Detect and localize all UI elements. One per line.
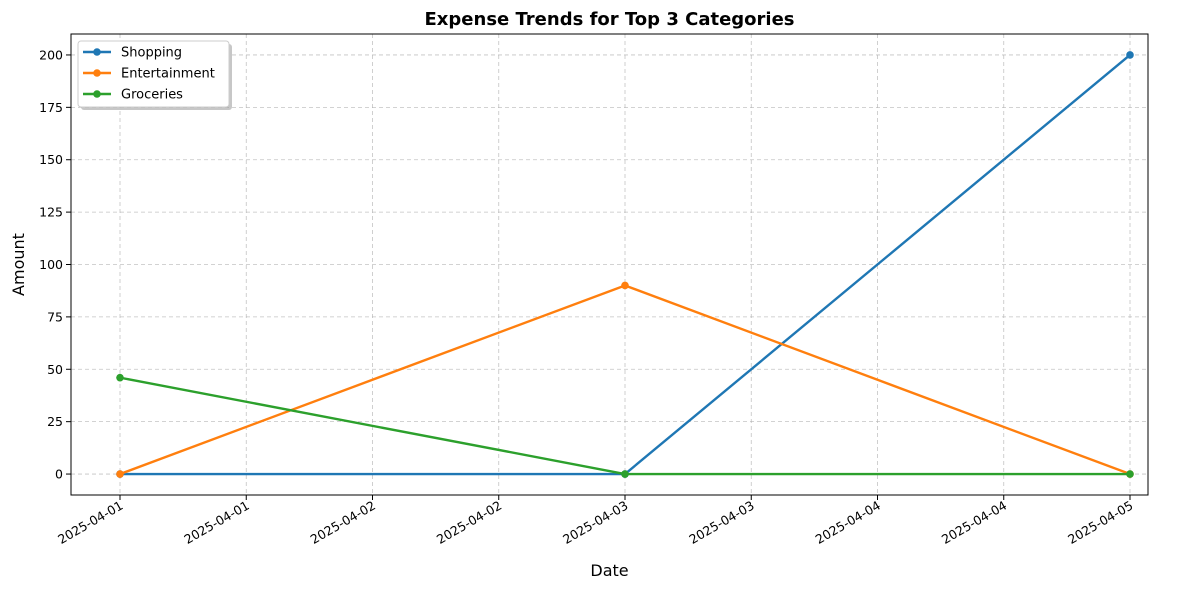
y-tick-label: 175 bbox=[39, 100, 63, 115]
data-point-shopping bbox=[1126, 51, 1134, 59]
series-lines bbox=[116, 51, 1134, 478]
x-tick-label: 2025-04-02 bbox=[434, 498, 504, 547]
data-point-entertainment bbox=[621, 281, 629, 290]
data-point-entertainment bbox=[116, 470, 124, 478]
x-tick-label: 2025-04-05 bbox=[1065, 498, 1135, 547]
y-tick-label: 200 bbox=[39, 47, 63, 62]
y-tick-label: 125 bbox=[39, 205, 63, 220]
x-tick-label: 2025-04-02 bbox=[308, 498, 378, 547]
legend-label-groceries: Groceries bbox=[121, 88, 183, 103]
legend-box bbox=[77, 40, 230, 108]
x-tick-label: 2025-04-04 bbox=[813, 498, 883, 547]
x-tick-label: 2025-04-01 bbox=[181, 498, 251, 547]
y-tick-label: 25 bbox=[47, 414, 63, 429]
legend-item-shopping: Shopping bbox=[83, 46, 182, 61]
legend-marker-entertainment bbox=[93, 69, 101, 77]
data-point-groceries bbox=[1126, 470, 1134, 478]
legend-label-shopping: Shopping bbox=[121, 46, 182, 61]
y-tick-label: 50 bbox=[47, 362, 63, 377]
y-axis-ticks: 0 25 50 75 100 125 150 175 200 bbox=[39, 47, 71, 482]
x-axis-title: Date bbox=[590, 561, 628, 580]
chart-title: Expense Trends for Top 3 Categories bbox=[425, 9, 795, 30]
x-tick-label: 2025-04-03 bbox=[686, 498, 756, 547]
grid bbox=[71, 34, 1148, 495]
x-tick-label: 2025-04-01 bbox=[55, 498, 125, 547]
y-tick-label: 0 bbox=[55, 467, 63, 482]
x-axis-ticks: 2025-04-01 2025-04-01 2025-04-02 2025-04-02… bbox=[55, 495, 1136, 547]
legend-marker-groceries bbox=[93, 90, 101, 98]
y-axis-title: Amount bbox=[9, 233, 28, 296]
legend-label-entertainment: Entertainment bbox=[121, 67, 215, 82]
y-tick-label: 100 bbox=[39, 257, 63, 272]
x-tick-label: 2025-04-04 bbox=[939, 498, 1009, 547]
series-groceries bbox=[116, 373, 1134, 478]
legend-marker-shopping bbox=[93, 48, 101, 56]
data-point-groceries bbox=[116, 373, 124, 382]
y-tick-label: 75 bbox=[47, 309, 63, 324]
x-tick-label: 2025-04-03 bbox=[560, 498, 630, 547]
y-tick-label: 150 bbox=[39, 152, 63, 167]
legend-item-groceries: Groceries bbox=[83, 88, 183, 103]
legend: Shopping Entertainment Groceries bbox=[77, 40, 232, 110]
data-point-groceries bbox=[621, 470, 629, 478]
legend-item-entertainment: Entertainment bbox=[83, 67, 215, 82]
